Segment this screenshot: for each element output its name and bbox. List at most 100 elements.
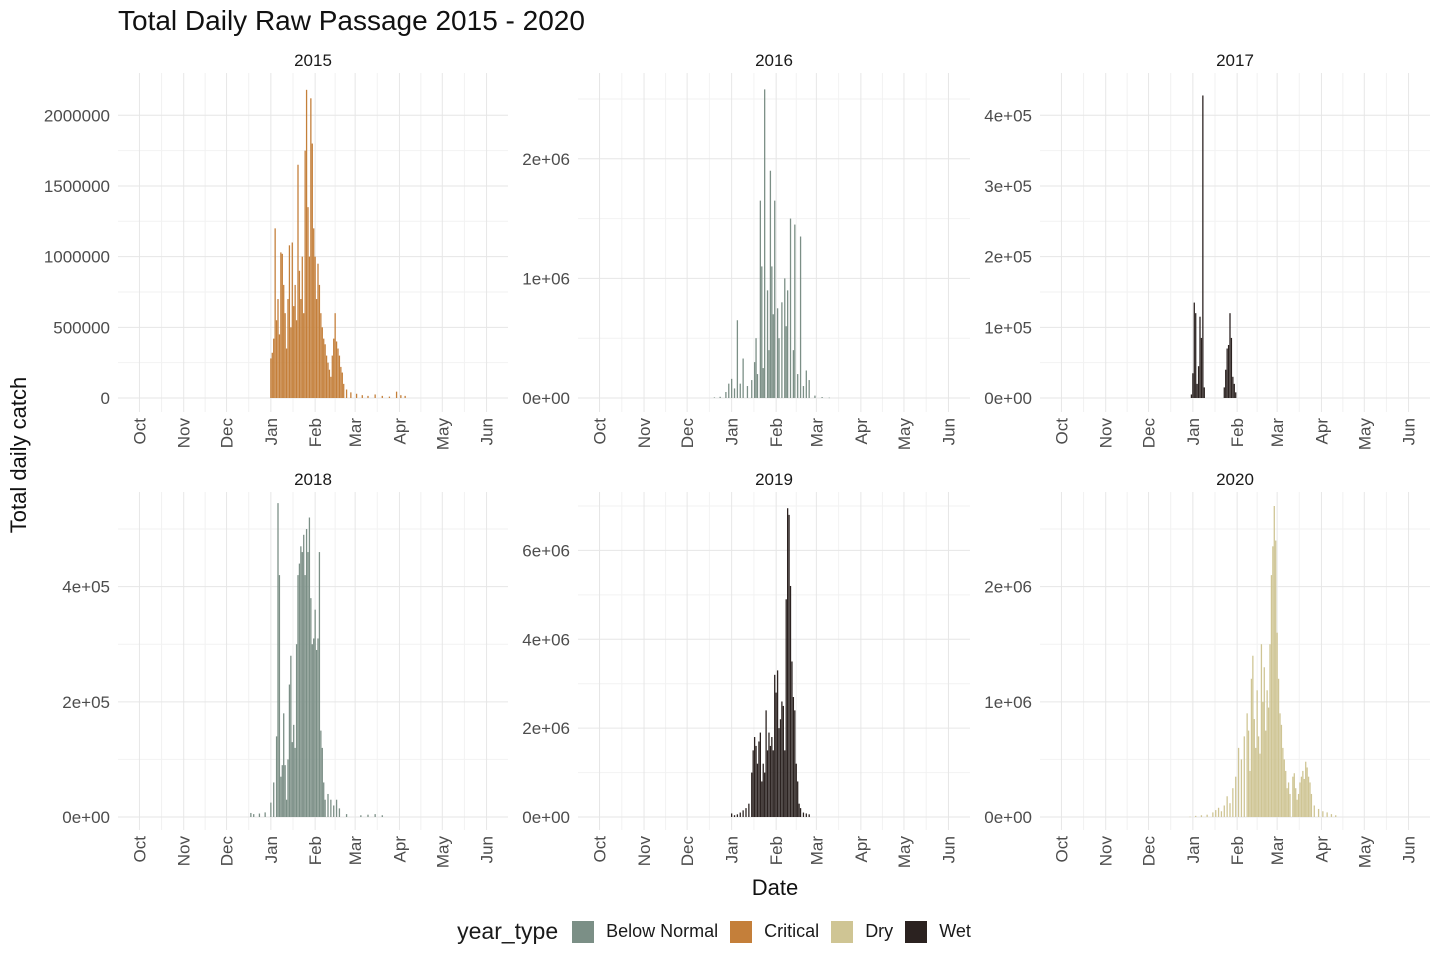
- bar: [273, 338, 275, 398]
- bar: [323, 338, 325, 398]
- bar: [327, 793, 329, 817]
- bar: [310, 598, 312, 817]
- bar: [374, 814, 376, 817]
- bar: [1272, 546, 1274, 817]
- bar: [1232, 376, 1234, 398]
- bar: [739, 383, 741, 398]
- bar: [1297, 793, 1300, 817]
- bar: [733, 388, 736, 398]
- bar: [275, 736, 278, 817]
- bar: [1277, 678, 1280, 817]
- bar: [1202, 95, 1204, 399]
- x-tick-label: Mar: [807, 836, 826, 866]
- bar: [283, 713, 285, 817]
- bar: [291, 742, 293, 817]
- bar: [1223, 387, 1225, 398]
- bar: [1250, 678, 1253, 817]
- bar: [753, 362, 756, 398]
- y-tick-label: 0e+00: [62, 808, 110, 827]
- bar: [304, 150, 306, 398]
- bar: [781, 302, 783, 398]
- bar: [766, 750, 769, 817]
- bar: [774, 200, 776, 398]
- bar: [1255, 747, 1257, 817]
- bar: [1217, 807, 1220, 817]
- x-tick-label: Nov: [175, 418, 194, 449]
- x-tick-label: Jan: [1184, 836, 1203, 863]
- bar: [1265, 730, 1267, 817]
- bar: [794, 224, 796, 398]
- x-tick-label: Jun: [1400, 836, 1419, 863]
- bar: [828, 397, 830, 399]
- bar: [333, 805, 335, 817]
- bar: [305, 89, 308, 398]
- bar: [1215, 810, 1217, 817]
- bar: [802, 812, 805, 817]
- bar: [1276, 632, 1278, 817]
- y-tick-label: 2e+05: [984, 248, 1032, 267]
- bar: [771, 737, 773, 817]
- bar: [340, 366, 342, 398]
- legend-item: Critical: [730, 920, 819, 943]
- bar: [1243, 736, 1245, 817]
- bar: [300, 546, 302, 817]
- facet-label: 2016: [755, 51, 793, 70]
- bar: [333, 338, 335, 398]
- bar: [343, 383, 345, 398]
- bar: [785, 599, 787, 817]
- bar: [318, 552, 321, 817]
- bar: [1233, 383, 1235, 398]
- bar: [285, 799, 288, 817]
- x-tick-label: Oct: [591, 836, 610, 863]
- bar: [1279, 713, 1281, 817]
- bar: [774, 674, 776, 817]
- bar: [288, 684, 291, 817]
- bar: [1283, 759, 1285, 817]
- bar: [751, 380, 753, 398]
- x-tick-label: Jan: [262, 418, 281, 445]
- bar: [311, 644, 313, 817]
- bar: [294, 284, 296, 398]
- bar: [1306, 767, 1308, 817]
- bar: [1257, 736, 1260, 817]
- bar: [742, 810, 744, 817]
- bar: [388, 396, 391, 398]
- bar: [759, 200, 762, 398]
- y-tick-label: 2e+05: [62, 693, 110, 712]
- bar: [335, 799, 338, 817]
- bar: [1307, 776, 1310, 817]
- y-tick-label: 3e+05: [984, 177, 1032, 196]
- bar: [1282, 747, 1284, 817]
- bar: [808, 814, 810, 817]
- x-tick-label: Apr: [852, 836, 871, 863]
- bar: [367, 814, 369, 817]
- x-tick-label: Jun: [478, 836, 497, 863]
- bar: [1286, 788, 1288, 817]
- y-tick-label: 2000000: [44, 106, 110, 125]
- bar: [1295, 788, 1297, 817]
- bar: [776, 670, 779, 817]
- bar: [792, 697, 795, 817]
- bar: [1275, 540, 1277, 817]
- bar: [775, 692, 777, 817]
- facet-panel-2018: 0e+00 2e+05 4e+05 Oct Nov Dec Jan Feb Mar Apr May J…: [62, 470, 508, 868]
- x-tick-label: Feb: [767, 836, 786, 865]
- bar: [345, 389, 348, 398]
- bar: [307, 207, 309, 398]
- bar: [1203, 387, 1205, 398]
- bar: [788, 514, 790, 817]
- bar: [795, 763, 797, 817]
- bar: [284, 313, 286, 398]
- bar: [330, 799, 332, 817]
- bar: [297, 575, 299, 817]
- bar: [802, 386, 805, 398]
- bar: [1262, 701, 1264, 817]
- bar: [321, 327, 323, 398]
- bar: [756, 763, 759, 817]
- x-axis-label: Date: [752, 875, 798, 900]
- bar: [768, 732, 770, 817]
- bar: [293, 724, 295, 817]
- bar: [756, 374, 759, 398]
- bar: [307, 552, 309, 817]
- bar: [323, 782, 325, 817]
